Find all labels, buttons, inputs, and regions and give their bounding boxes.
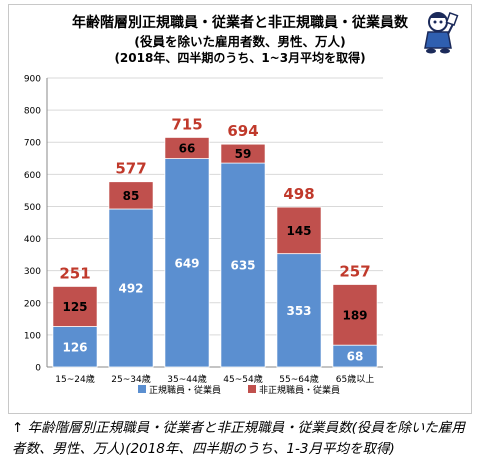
chart-title: 年齢階層別正規職員・従業者と非正規職員・従業員数 (72, 15, 408, 31)
chart-subtitle: (役員を除いた雇用者数、男性、万人) (134, 34, 346, 49)
bar-total-label: 498 (283, 185, 314, 203)
bar-total-label: 577 (115, 160, 146, 178)
bar-value-label-regular: 126 (62, 340, 87, 354)
x-category-label: 55~64歳 (279, 373, 318, 385)
bar-value-label-regular: 492 (118, 282, 143, 296)
legend-swatch-nonregular (248, 385, 256, 393)
y-tick-label: 900 (24, 75, 41, 85)
figure-caption: ↑ 年齢階層別正規職員・従業者と非正規職員・従業員数(役員を除いた雇用者数、男性… (12, 420, 465, 457)
legend-label-nonregular: 非正規職員・従業員 (259, 384, 340, 396)
x-category-label: 15~24歳 (55, 373, 94, 385)
y-tick-label: 400 (24, 235, 41, 245)
y-tick-label: 600 (24, 171, 41, 181)
legend-swatch-regular (138, 385, 146, 393)
bar-nonregular (332, 284, 378, 346)
y-tick-label: 200 (24, 299, 41, 309)
bar-value-label-nonregular: 85 (123, 189, 140, 203)
bar-regular (52, 326, 98, 368)
bar-value-label-regular: 353 (286, 304, 311, 318)
y-tick-label: 700 (24, 139, 41, 149)
mascot-character-icon (424, 11, 459, 54)
bar-regular (220, 162, 266, 368)
bar-value-label-nonregular: 66 (179, 142, 196, 156)
y-tick-label: 800 (24, 107, 41, 117)
bar-value-label-regular: 649 (174, 256, 199, 270)
legend-label-regular: 正規職員・従業員 (149, 384, 221, 396)
bar-nonregular (52, 286, 98, 327)
bar-regular (108, 208, 154, 368)
bar-value-label-nonregular: 145 (286, 224, 311, 238)
stacked-bar-chart: 0 100 200 300 400 500 600 700 800 900 15~24歳 25~34歳… (24, 75, 383, 396)
y-tick-label: 0 (35, 364, 41, 374)
x-category-label: 35~44歳 (167, 373, 206, 385)
bar-value-label-regular: 635 (230, 259, 255, 273)
bar-total-label: 715 (171, 115, 202, 133)
y-tick-label: 300 (24, 267, 41, 277)
y-tick-label: 100 (24, 331, 41, 341)
bar-total-label: 257 (339, 262, 370, 280)
bar-value-label-nonregular: 189 (342, 308, 367, 322)
x-category-label: 65歳以上 (336, 373, 374, 385)
x-category-label: 45~54歳 (223, 373, 262, 385)
bar-value-label-nonregular: 125 (62, 300, 87, 314)
bar-regular (276, 253, 322, 368)
bar-value-label-nonregular: 59 (235, 147, 252, 161)
bar-nonregular (164, 137, 210, 159)
bar-total-label: 251 (59, 264, 90, 282)
bar-nonregular (220, 143, 266, 164)
bar-nonregular (108, 181, 154, 210)
y-tick-label: 500 (24, 203, 41, 213)
bar-nonregular (276, 206, 322, 255)
chart-note: (2018年、四半期のうち、1~3月平均を取得) (114, 51, 366, 65)
bar-value-label-regular: 68 (347, 350, 364, 364)
bar-regular (164, 158, 210, 368)
bar-total-label: 694 (227, 122, 258, 140)
x-category-label: 25~34歳 (111, 373, 150, 385)
